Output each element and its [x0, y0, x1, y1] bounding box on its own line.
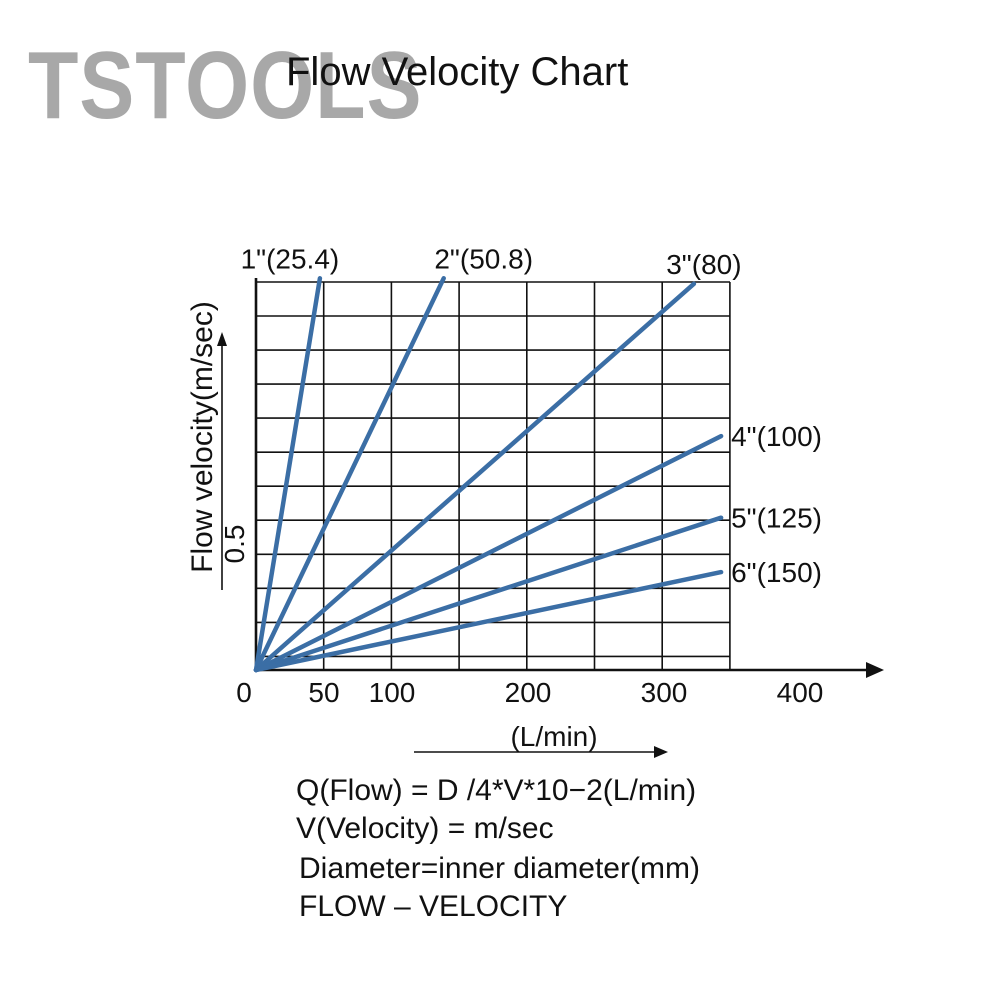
series-label: 2"(50.8): [434, 243, 533, 274]
axes: [217, 278, 884, 758]
chart-title: Flow Velocity Chart: [286, 50, 629, 94]
x-tick-label: 200: [505, 677, 552, 708]
series-lines: [253, 276, 724, 673]
x-axis-label: (L/min): [510, 721, 597, 752]
x-tick-label: 100: [369, 677, 416, 708]
series-line: [253, 515, 724, 673]
note-flow-velocity: FLOW – VELOCITY: [299, 890, 568, 923]
series-line: [253, 276, 446, 673]
x-tick-label: 0: [236, 677, 252, 708]
y-tick-label: 0.5: [219, 525, 250, 564]
note-diameter: Diameter=inner diameter(mm): [299, 852, 700, 885]
x-tick-label: 400: [777, 677, 824, 708]
series-label: 5"(125): [731, 503, 822, 534]
x-label-arrow-head: [654, 746, 668, 758]
series-label: 3"(80): [666, 249, 741, 280]
series-line: [253, 569, 724, 673]
series-label: 1"(25.4): [241, 243, 340, 274]
series-line: [253, 276, 323, 673]
x-tick-label: 300: [641, 677, 688, 708]
series-line: [253, 433, 724, 673]
labels: 1"(25.4) 2"(50.8) 3"(80) 4"(100) 5"(125) 6"(1…: [186, 243, 823, 752]
y-axis-label: Flow velocity(m/sec): [186, 301, 219, 573]
series-line: [253, 281, 697, 673]
formula-velocity: V(Velocity) = m/sec: [296, 812, 554, 845]
grid: [256, 281, 731, 670]
x-axis-arrow: [866, 662, 884, 678]
watermark-logo: TSTOOLS: [28, 32, 423, 139]
y-label-arrow-head: [217, 332, 227, 346]
x-tick-label: 50: [308, 677, 339, 708]
series-label: 4"(100): [731, 421, 822, 452]
series-label: 6"(150): [731, 557, 822, 588]
formula-flow: Q(Flow) = D /4*V*10−2(L/min): [296, 774, 697, 807]
